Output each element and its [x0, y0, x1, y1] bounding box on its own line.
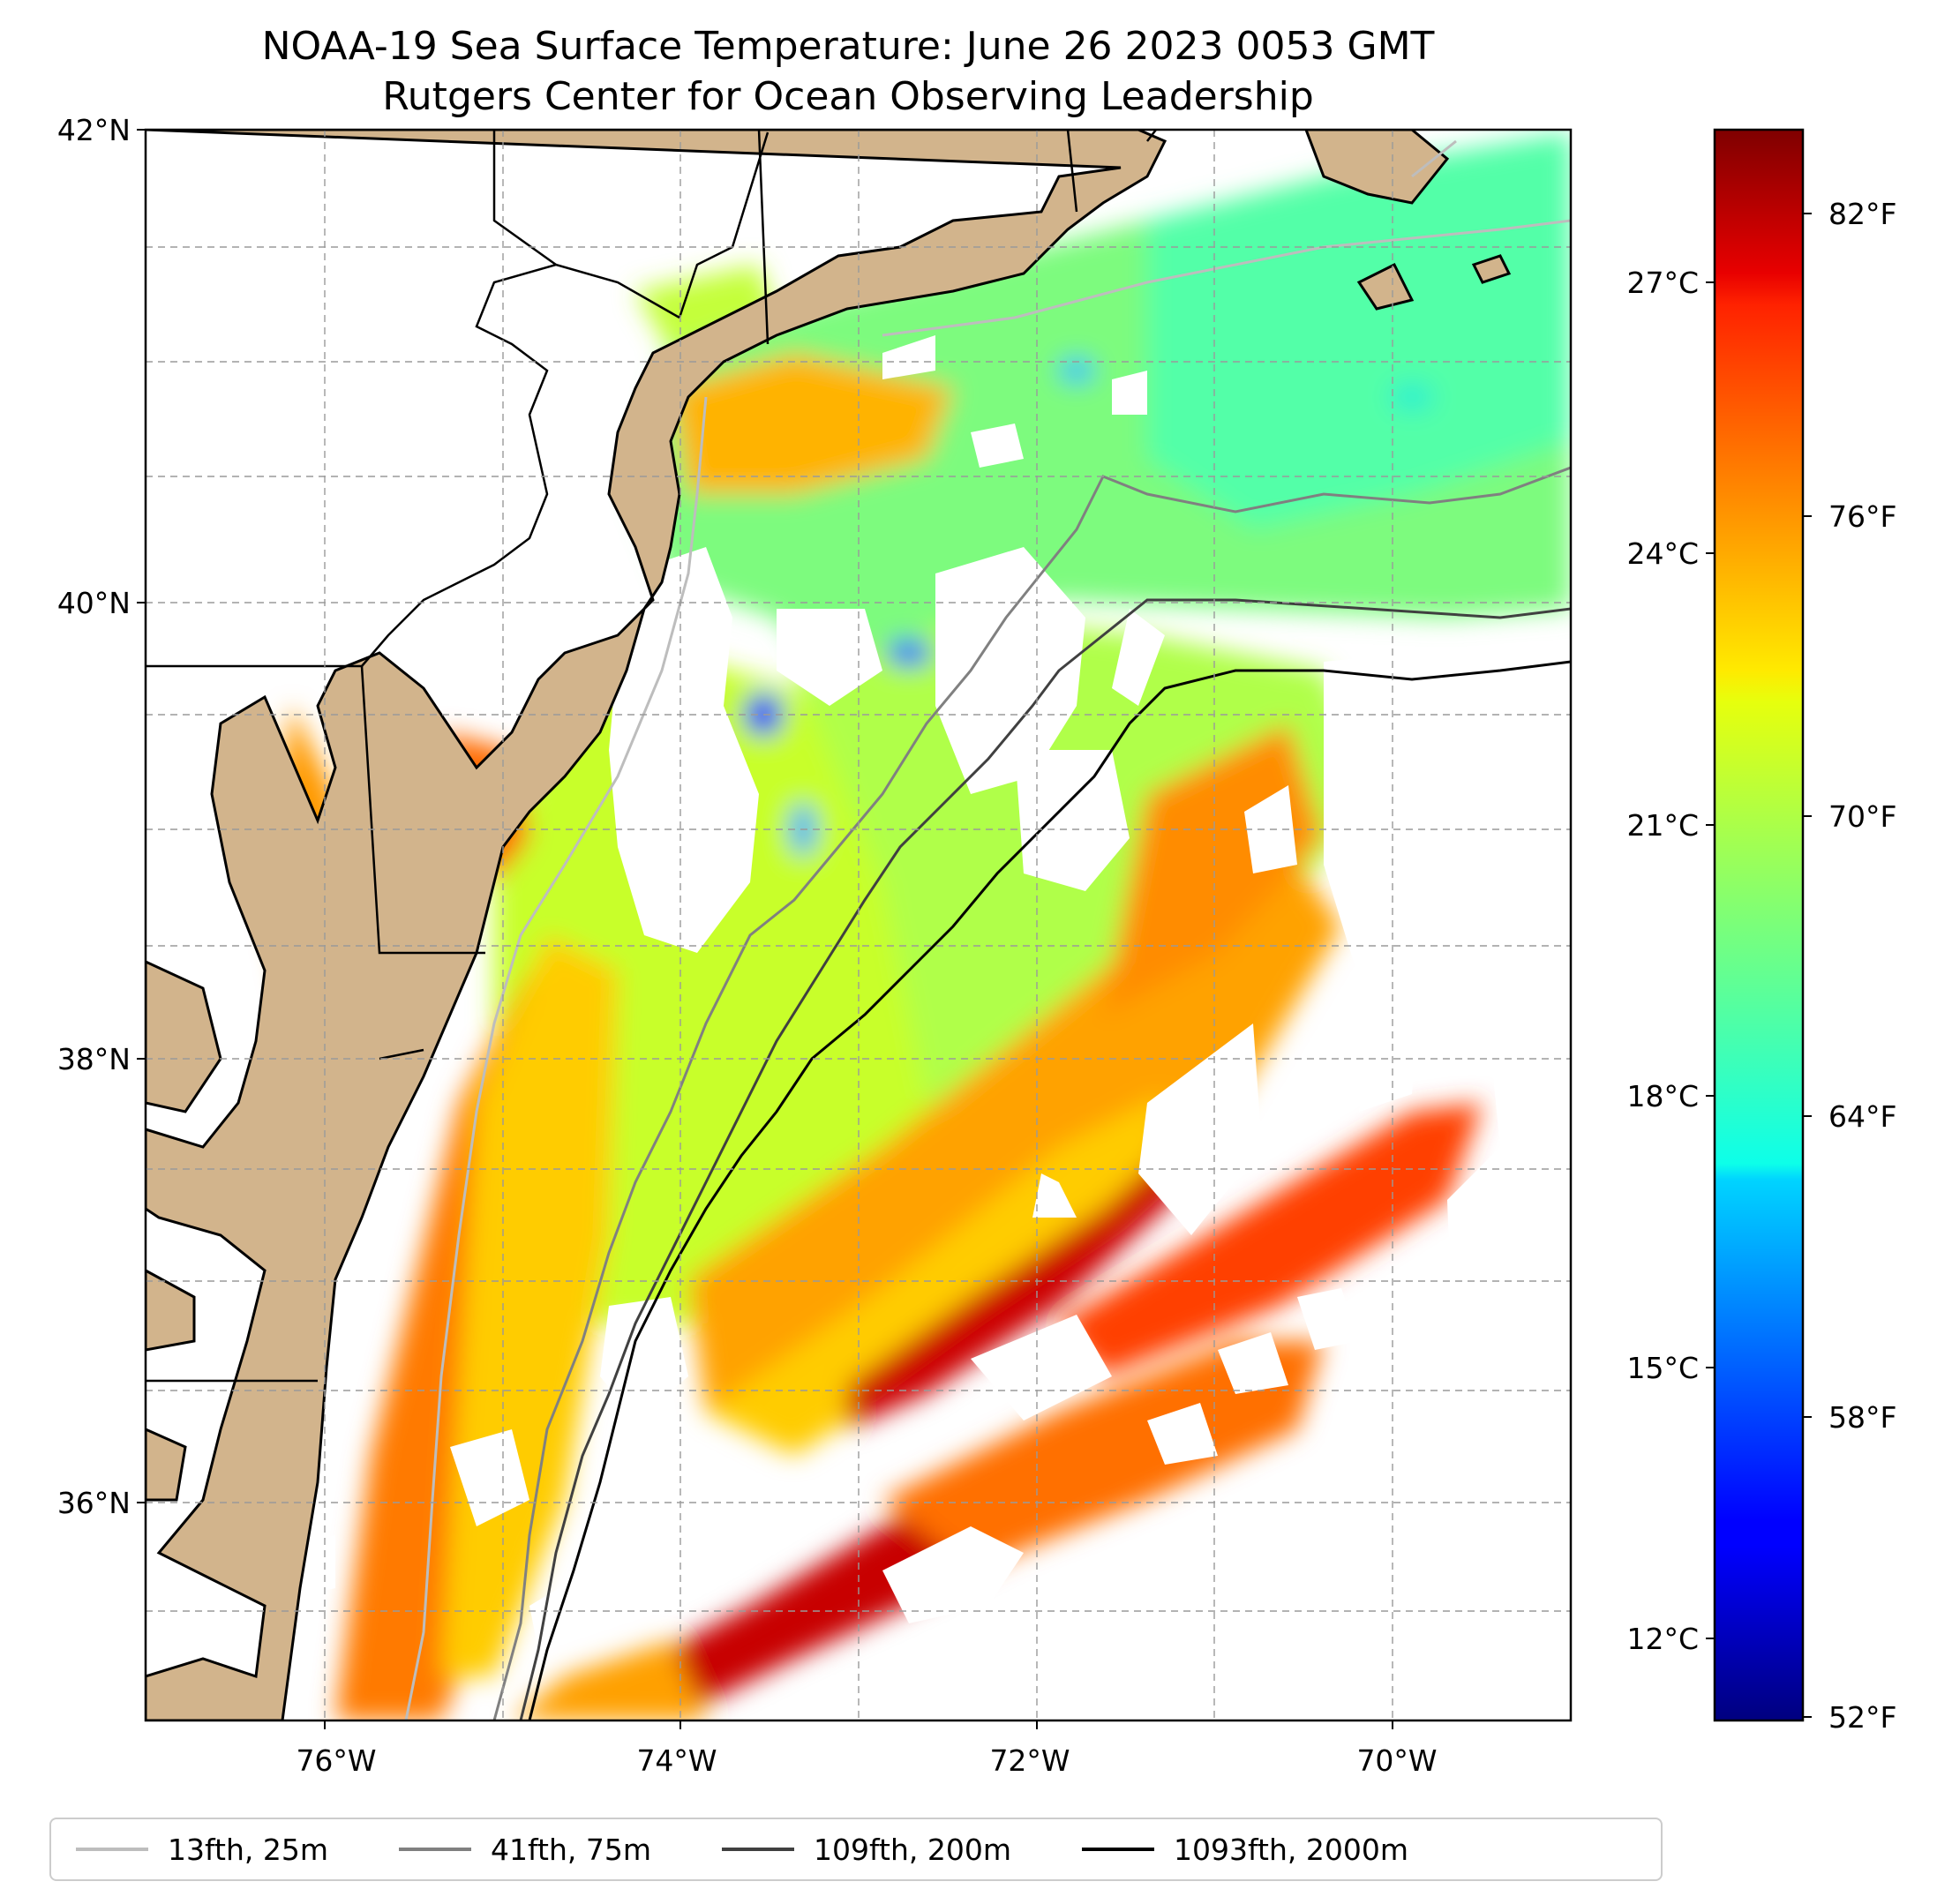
lat-tick-label: 40°N: [57, 586, 131, 620]
missing-data: [291, 335, 1571, 1720]
lon-axis: [324, 1720, 1393, 1729]
colorbar-celsius-label: 15°C: [1626, 1351, 1699, 1385]
title-line-2: Rutgers Center for Ocean Observing Leade…: [382, 74, 1314, 119]
lon-tick-label: 72°W: [989, 1743, 1070, 1778]
legend-item-75m: 41fth, 75m: [399, 1833, 651, 1867]
contour-75m: [492, 466, 1571, 1720]
legend-swatch-200m: [722, 1848, 794, 1851]
colorbar-fahrenheit-label: 70°F: [1828, 799, 1896, 834]
legend-item-25m: 13fth, 25m: [76, 1833, 328, 1867]
colorbar-fahrenheit-label: 58°F: [1828, 1400, 1896, 1435]
colorbar-celsius-label: 18°C: [1626, 1079, 1699, 1113]
colorbar-fahrenheit-label: 52°F: [1828, 1700, 1896, 1735]
contour-legend: 13fth, 25m 41fth, 75m 109fth, 200m 1093f…: [49, 1818, 1663, 1881]
lat-tick-label: 38°N: [57, 1042, 131, 1076]
colorbar-celsius-label: 24°C: [1626, 536, 1699, 571]
legend-swatch-2000m: [1082, 1848, 1154, 1851]
contour-25m: [404, 139, 1571, 1720]
legend-label: 13fth, 25m: [168, 1832, 328, 1867]
lat-tick-label: 42°N: [57, 113, 131, 147]
colorbar-fahrenheit-label: 76°F: [1828, 499, 1896, 534]
colorbar-fahrenheit-label: 82°F: [1828, 197, 1896, 231]
title-line-1: NOAA-19 Sea Surface Temperature: June 26…: [261, 24, 1435, 69]
land: [146, 130, 1167, 1720]
lon-tick-label: 70°W: [1356, 1743, 1437, 1778]
legend-item-2000m: 1093fth, 2000m: [1082, 1833, 1408, 1867]
islands: [1304, 130, 1512, 311]
colorbar-celsius-label: 27°C: [1626, 266, 1699, 300]
colorbar-right-ticks: [1803, 213, 1812, 1718]
colorbar-celsius-label: 12°C: [1626, 1622, 1699, 1656]
legend-swatch-75m: [399, 1848, 471, 1851]
contour-200m: [519, 598, 1571, 1720]
map-frame: [144, 128, 1573, 1722]
colorbar-celsius-label: 21°C: [1626, 808, 1699, 843]
sst-map: [146, 130, 1571, 1720]
gridlines: [146, 130, 1571, 1720]
lat-tick-label: 36°N: [57, 1486, 131, 1520]
legend-label: 41fth, 75m: [491, 1832, 651, 1867]
legend-label: 109fth, 200m: [814, 1832, 1011, 1867]
legend-item-200m: 109fth, 200m: [722, 1833, 1011, 1867]
colorbar-left-ticks: [1706, 281, 1715, 1639]
colorbar-gradient: [1713, 128, 1805, 1722]
map-title: NOAA-19 Sea Surface Temperature: June 26…: [0, 21, 1696, 122]
colorbar-fahrenheit-label: 64°F: [1828, 1099, 1896, 1134]
contour-2000m: [528, 660, 1571, 1720]
legend-label: 1093fth, 2000m: [1174, 1832, 1408, 1867]
state-borders: [146, 130, 1157, 1383]
lon-tick-label: 74°W: [636, 1743, 717, 1778]
legend-swatch-25m: [76, 1848, 148, 1851]
colorbar: 27°C 24°C 21°C 18°C 15°C 12°C 82°F 76°F …: [1626, 128, 1896, 1735]
lat-axis: [137, 129, 146, 1503]
lon-tick-label: 76°W: [296, 1743, 376, 1778]
